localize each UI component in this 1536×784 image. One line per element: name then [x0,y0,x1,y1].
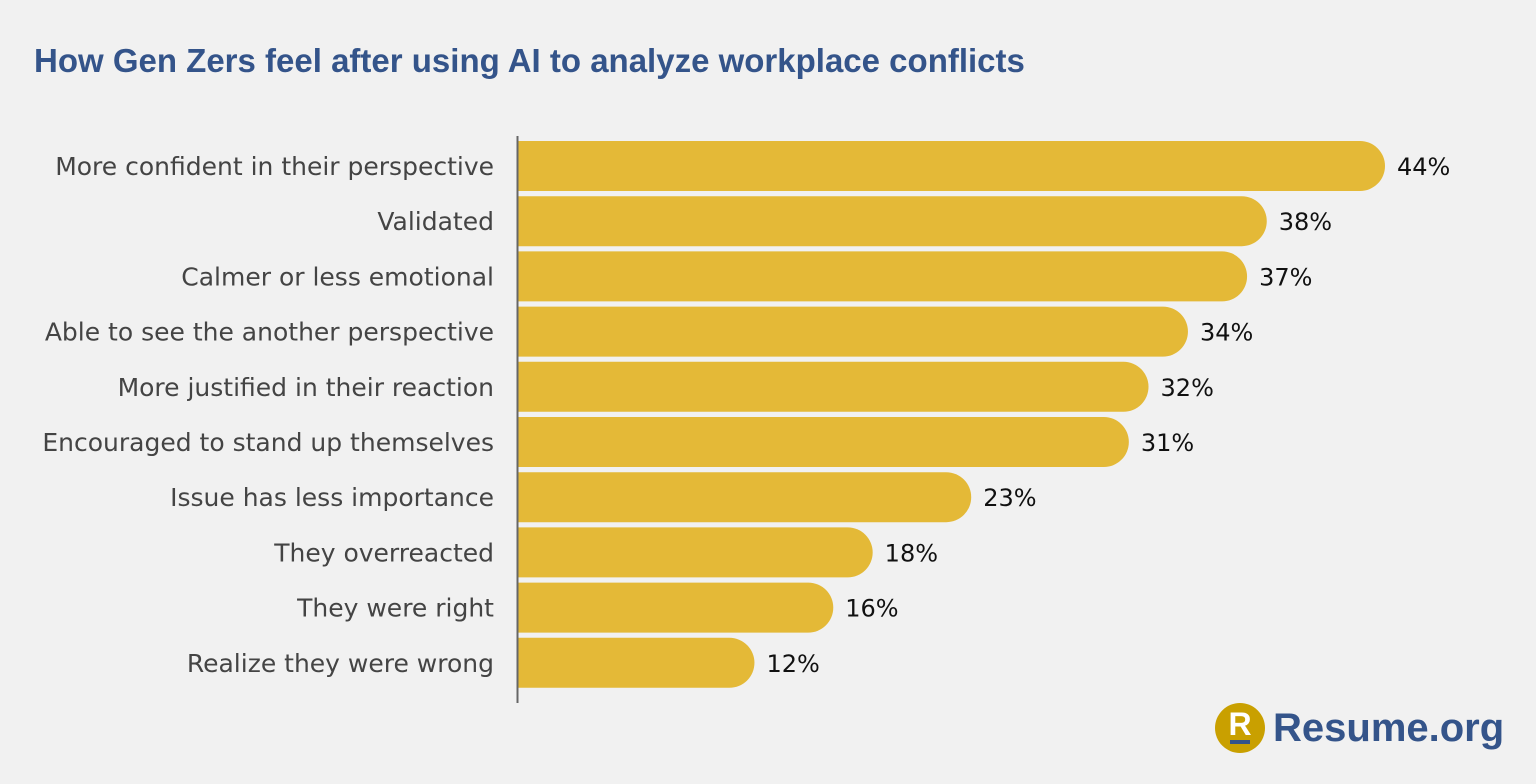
category-label: They were right [296,594,494,623]
logo-text: Resume.org [1273,705,1505,750]
bar [518,527,873,578]
bar [518,472,972,523]
category-label: More justified in their reaction [118,373,494,402]
category-label: Calmer or less emotional [181,262,494,291]
bar [518,251,1248,302]
bar [518,306,1188,357]
value-label: 38% [1279,208,1332,236]
chart-title: How Gen Zers feel after using AI to anal… [34,42,1025,79]
bar [518,361,1149,412]
value-label: 44% [1397,153,1450,181]
resume-org-logo: R Resume.org [1215,703,1504,753]
value-label: 16% [845,595,898,623]
value-label: 18% [885,539,938,567]
bar [518,582,834,633]
bar [518,417,1129,467]
category-label: They overreacted [273,538,494,567]
category-label: Issue has less importance [170,483,494,512]
value-label: 31% [1141,429,1194,457]
category-label: Able to see the another perspective [45,318,494,347]
value-label: 32% [1161,374,1214,402]
category-label: Validated [377,207,494,236]
value-label: 23% [983,484,1036,512]
logo-mark-icon: R [1215,703,1265,753]
category-label: Realize they were wrong [187,649,494,678]
value-label: 34% [1200,319,1253,347]
bar [518,141,1385,191]
bar [518,637,755,688]
bar [518,196,1267,247]
category-label: More confident in their perspective [55,152,494,181]
value-label: 12% [766,650,819,678]
category-label: Encouraged to stand up themselves [42,428,494,457]
value-label: 37% [1259,263,1312,291]
